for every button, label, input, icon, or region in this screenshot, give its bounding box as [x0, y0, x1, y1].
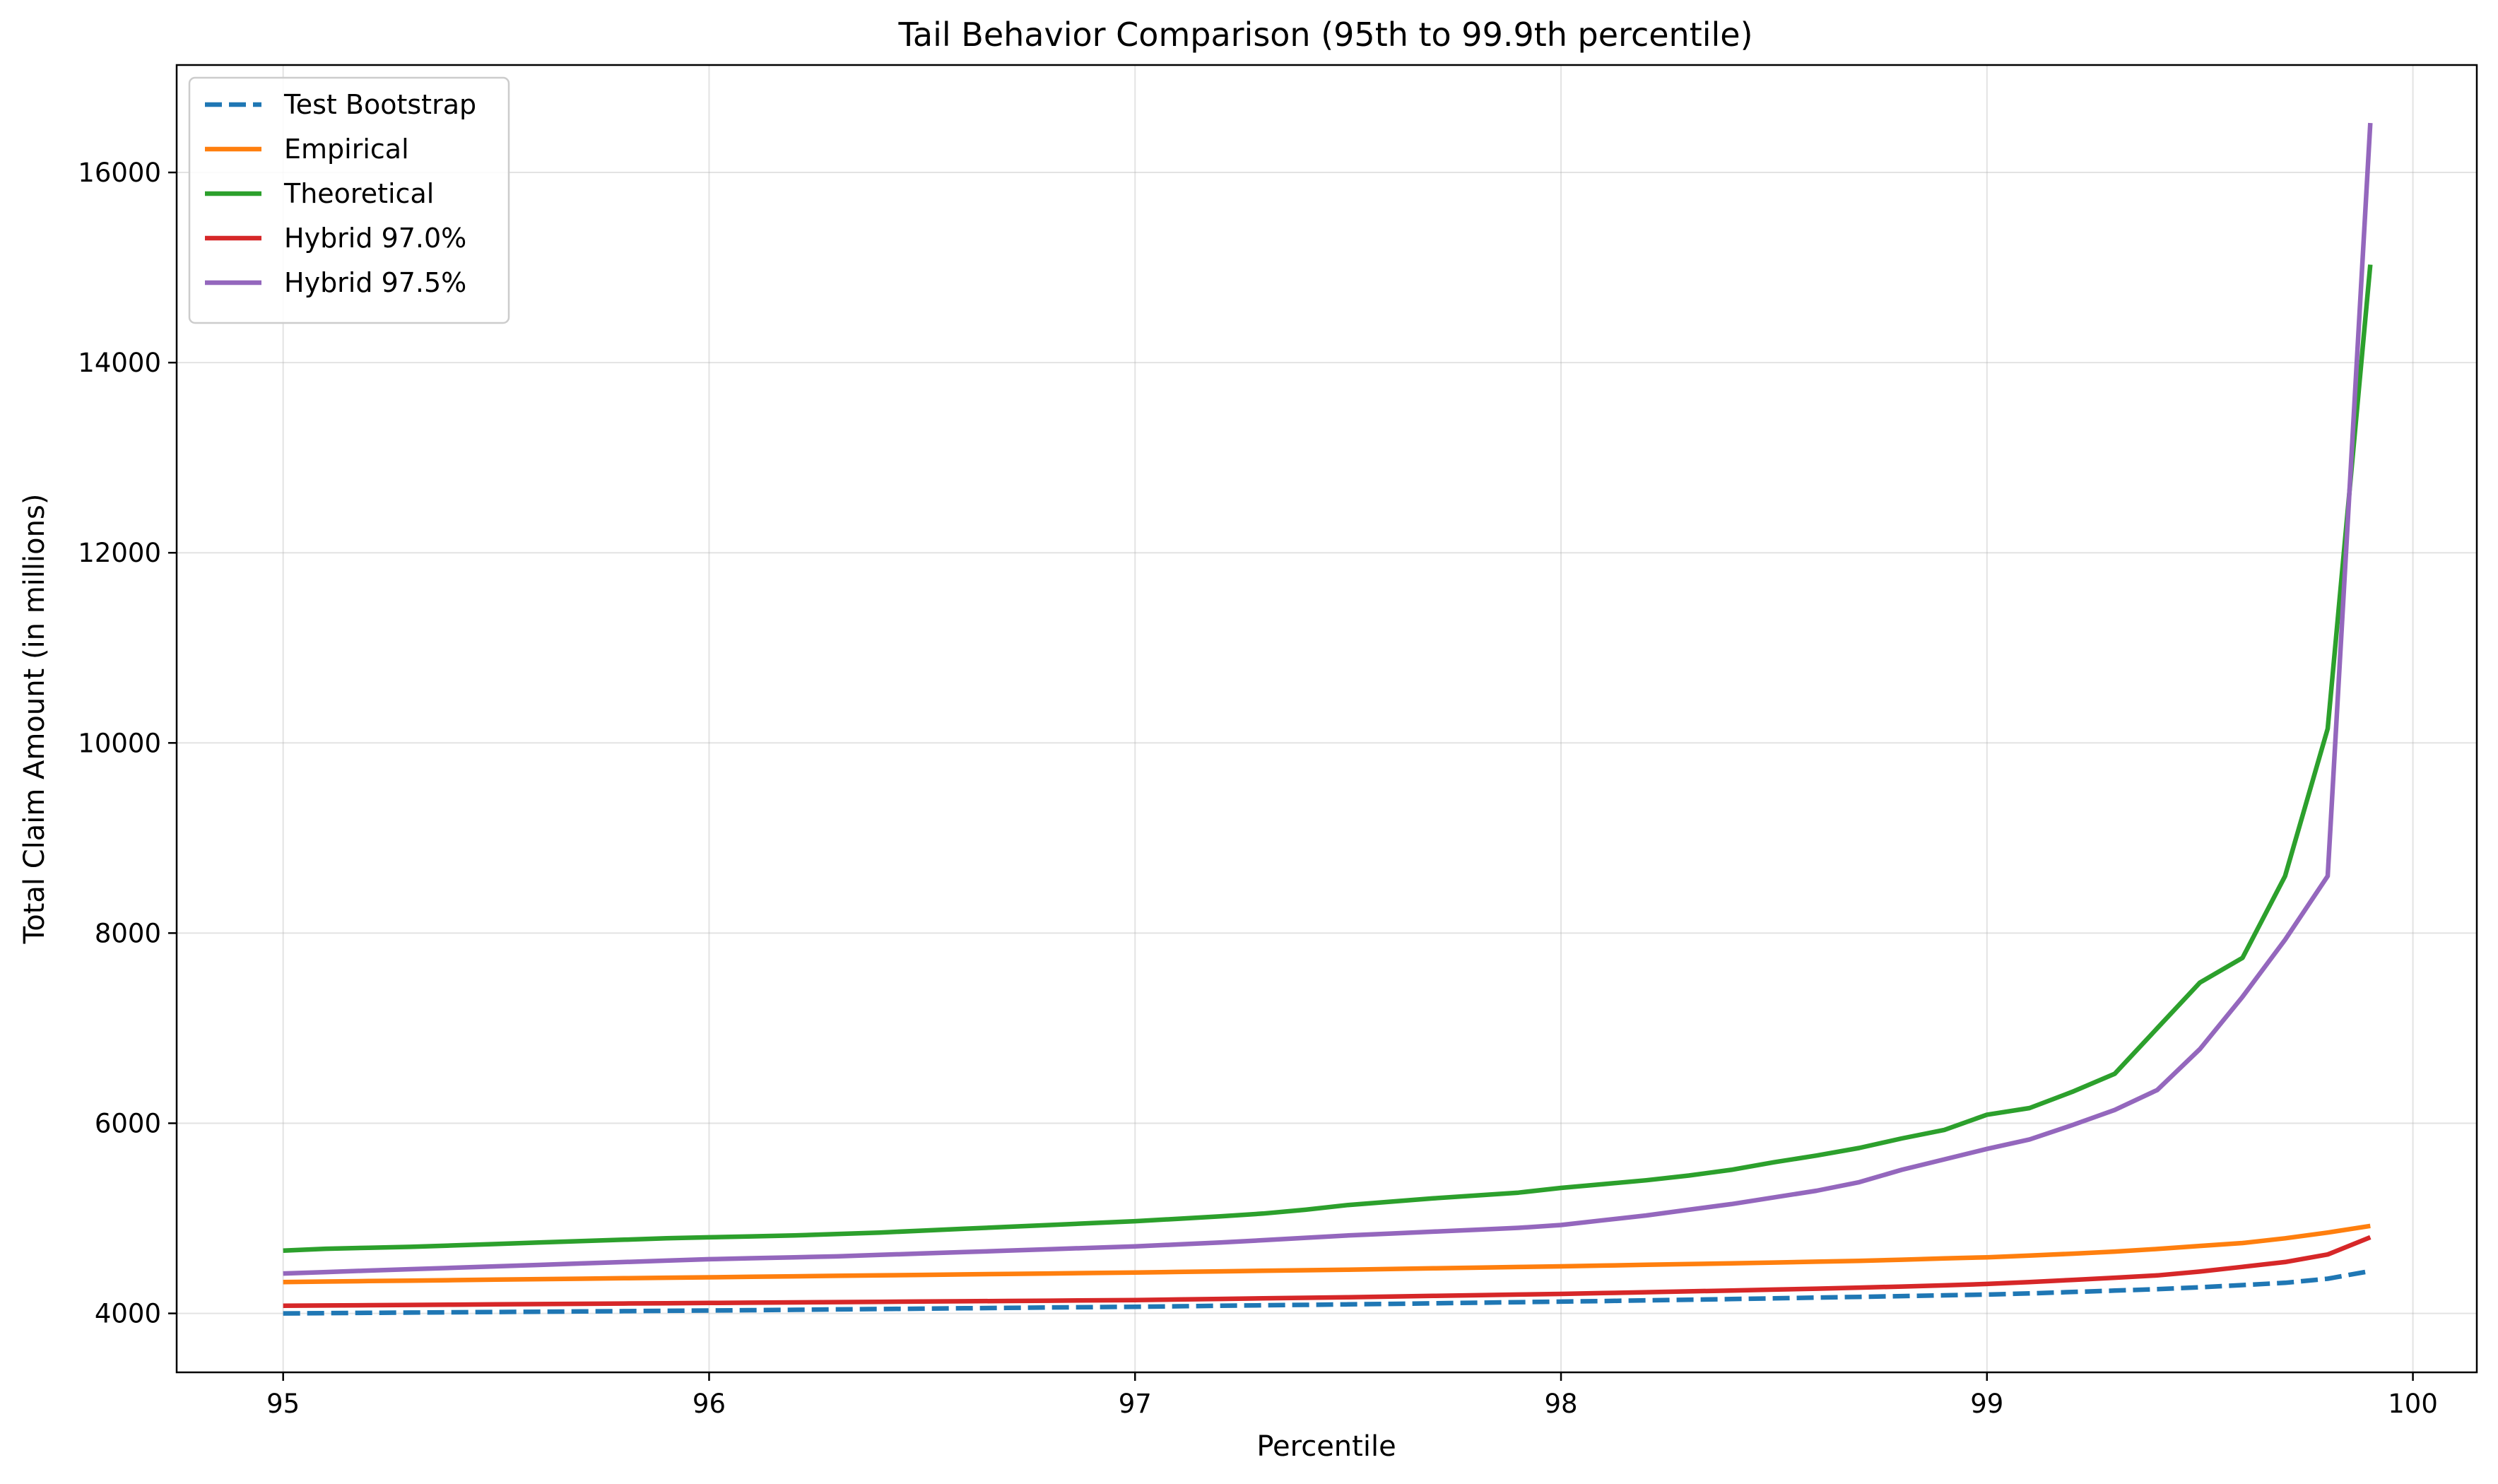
- legend-box: [188, 76, 510, 324]
- series-line-hybrid-97-0: [283, 1235, 2372, 1309]
- y-tick-label: 16000: [78, 158, 161, 188]
- legend-label: Test Bootstrap: [283, 89, 476, 120]
- x-tick-label: 99: [1970, 1389, 2003, 1419]
- x-tick-label: 98: [1544, 1389, 1577, 1419]
- y-tick-label: 12000: [78, 538, 161, 568]
- y-tick-label: 6000: [95, 1108, 161, 1138]
- x-tick-label: 100: [2388, 1389, 2438, 1419]
- chart-title: Tail Behavior Comparison (95th to 99.9th…: [897, 16, 1752, 54]
- series-line-hybrid-97-5: [283, 122, 2373, 1276]
- y-tick-label: 4000: [95, 1299, 161, 1329]
- grid: [177, 65, 2477, 1372]
- y-tick-label: 14000: [78, 348, 161, 378]
- x-tick-label: 96: [693, 1389, 726, 1419]
- series-layer: [283, 122, 2373, 1316]
- x-tick-label: 97: [1119, 1389, 1152, 1419]
- x-axis-label: Percentile: [1256, 1430, 1396, 1463]
- x-tick-label: 95: [266, 1389, 300, 1419]
- series-line-theoretical: [283, 264, 2373, 1254]
- y-tick-label: 10000: [78, 728, 161, 758]
- legend: Test Bootstrap Empirical Theoretical Hybrid…: [188, 76, 510, 324]
- legend-label: Empirical: [284, 134, 409, 165]
- legend-label: Theoretical: [283, 178, 434, 209]
- plot-frame: [175, 64, 2478, 1374]
- y-axis-label: Total Claim Amount (in millions): [18, 494, 51, 945]
- legend-label: Hybrid 97.0%: [284, 223, 466, 254]
- ticks: 95 96 97 98 99 100 4000 6000 8000 10000 12000 14000…: [78, 158, 2438, 1419]
- legend-label: Hybrid 97.5%: [284, 267, 466, 298]
- y-tick-label: 8000: [95, 918, 161, 948]
- series-line-test-bootstrap: [283, 1268, 2371, 1316]
- series-line-empirical: [283, 1223, 2371, 1285]
